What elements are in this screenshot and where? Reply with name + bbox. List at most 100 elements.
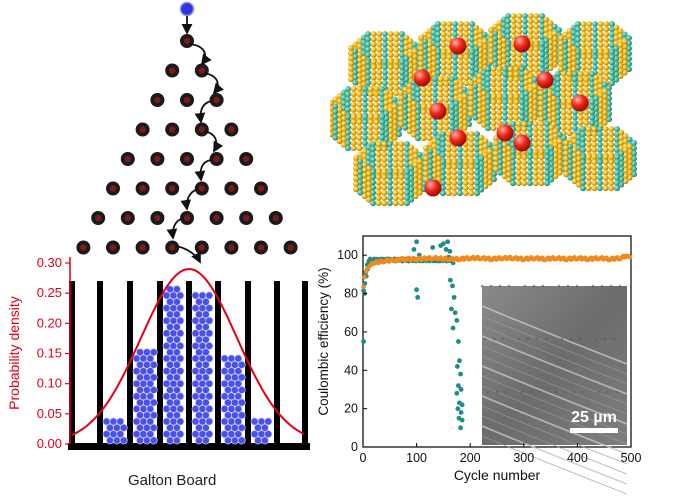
sem-inset-image: 25 µm <box>480 284 628 495</box>
x-tick-label: 0 <box>360 451 367 465</box>
sem-texture <box>495 390 499 394</box>
sem-texture <box>486 390 490 394</box>
ball-path-arrows <box>166 16 224 264</box>
data-point <box>450 283 455 289</box>
sem-texture <box>532 284 536 288</box>
bin-divider <box>97 281 103 448</box>
sem-streak <box>481 355 628 415</box>
sem-streak <box>481 365 628 425</box>
data-point <box>445 239 451 245</box>
sem-streak <box>481 335 628 395</box>
lattice-wall <box>493 135 516 187</box>
data-point <box>450 325 456 331</box>
data-point <box>459 417 465 423</box>
path-arrow <box>203 72 224 95</box>
data-point <box>456 339 461 344</box>
sem-texture <box>563 390 567 394</box>
drop-ball <box>179 1 195 17</box>
peg-core <box>183 37 191 45</box>
peg-core <box>228 185 235 192</box>
data-point <box>451 294 457 300</box>
y-tick-label: 0 <box>351 440 358 454</box>
path-arrow <box>194 100 212 124</box>
galton-peg-array <box>76 1 298 255</box>
data-point <box>441 241 446 247</box>
data-point <box>363 269 369 274</box>
peg-core <box>169 126 176 133</box>
sem-texture <box>526 337 530 341</box>
peg-core <box>109 244 117 251</box>
sem-texture <box>498 284 502 288</box>
peg-core <box>154 214 161 222</box>
path-arrow <box>180 188 199 211</box>
sem-texture <box>554 390 558 394</box>
histogram-bar <box>102 417 128 445</box>
red-ion <box>424 179 442 197</box>
bin-divider <box>215 281 221 448</box>
peg-core <box>124 155 131 163</box>
y-tick-label: 0.20 <box>37 315 62 330</box>
data-point <box>447 277 453 283</box>
peg-core <box>228 244 235 251</box>
y-tick-label: 0.05 <box>37 406 62 421</box>
sem-texture <box>581 390 585 394</box>
path-arrow <box>189 43 212 66</box>
x-tick-label: 400 <box>567 451 588 465</box>
x-tick-label: 300 <box>513 451 534 465</box>
data-point <box>457 358 462 364</box>
peg-core <box>169 244 176 251</box>
red-ion <box>536 71 554 89</box>
y-tick-label: 0.15 <box>37 346 62 361</box>
peg-core <box>213 155 220 163</box>
sem-texture <box>501 337 505 341</box>
y-tick-label: 0.10 <box>37 376 62 391</box>
red-ion <box>496 124 514 142</box>
peg-core <box>198 126 205 133</box>
sem-texture <box>507 284 511 288</box>
path-arrow <box>194 159 212 182</box>
lattice-wall <box>440 159 480 197</box>
data-point <box>414 239 419 245</box>
data-point <box>456 383 461 389</box>
sem-streak <box>481 325 628 385</box>
probability-axis: 0.00 0.05 0.10 0.15 0.20 0.25 0.30 Probability … <box>6 255 71 451</box>
peg-core <box>80 244 87 251</box>
lattice-structure-illustration <box>330 13 637 207</box>
lattice-wall <box>423 145 446 197</box>
lattice-wall <box>330 100 351 152</box>
bin-divider <box>274 281 280 448</box>
peg-core <box>124 214 131 222</box>
x-tick-label: 100 <box>406 451 427 465</box>
peg-core <box>257 185 265 192</box>
peg-core <box>109 185 117 192</box>
sem-texture <box>594 337 598 341</box>
scale-bar <box>570 428 618 433</box>
sem-texture <box>612 337 616 341</box>
sem-texture <box>609 284 613 288</box>
normal-curve-line <box>71 268 305 436</box>
data-point <box>361 339 366 344</box>
sem-texture <box>566 284 570 288</box>
peg-core <box>169 185 176 192</box>
sem-texture <box>529 390 533 394</box>
sem-streak <box>481 435 628 495</box>
histogram-bar <box>132 348 158 445</box>
peg-core <box>243 214 250 222</box>
axes: 0 100 200 300 400 500 0 20 40 60 80 100 Cycle number… <box>316 248 641 483</box>
data-point <box>459 402 465 408</box>
sem-texture <box>606 390 610 394</box>
sem-texture <box>504 390 508 394</box>
peg-core <box>139 244 146 251</box>
data-point <box>454 390 460 396</box>
lattice-wall <box>563 140 586 192</box>
bin-divider <box>186 281 192 448</box>
path-arrow <box>203 130 224 153</box>
y-tick-label: 0.30 <box>37 255 62 270</box>
sem-texture <box>538 390 542 394</box>
lattice-wall <box>468 80 491 132</box>
x-tick-label: 500 <box>621 451 642 465</box>
sem-texture <box>517 337 521 341</box>
sem-streak <box>481 315 628 375</box>
sem-texture <box>578 337 582 341</box>
scale-bar-label: 25 µm <box>571 409 617 426</box>
